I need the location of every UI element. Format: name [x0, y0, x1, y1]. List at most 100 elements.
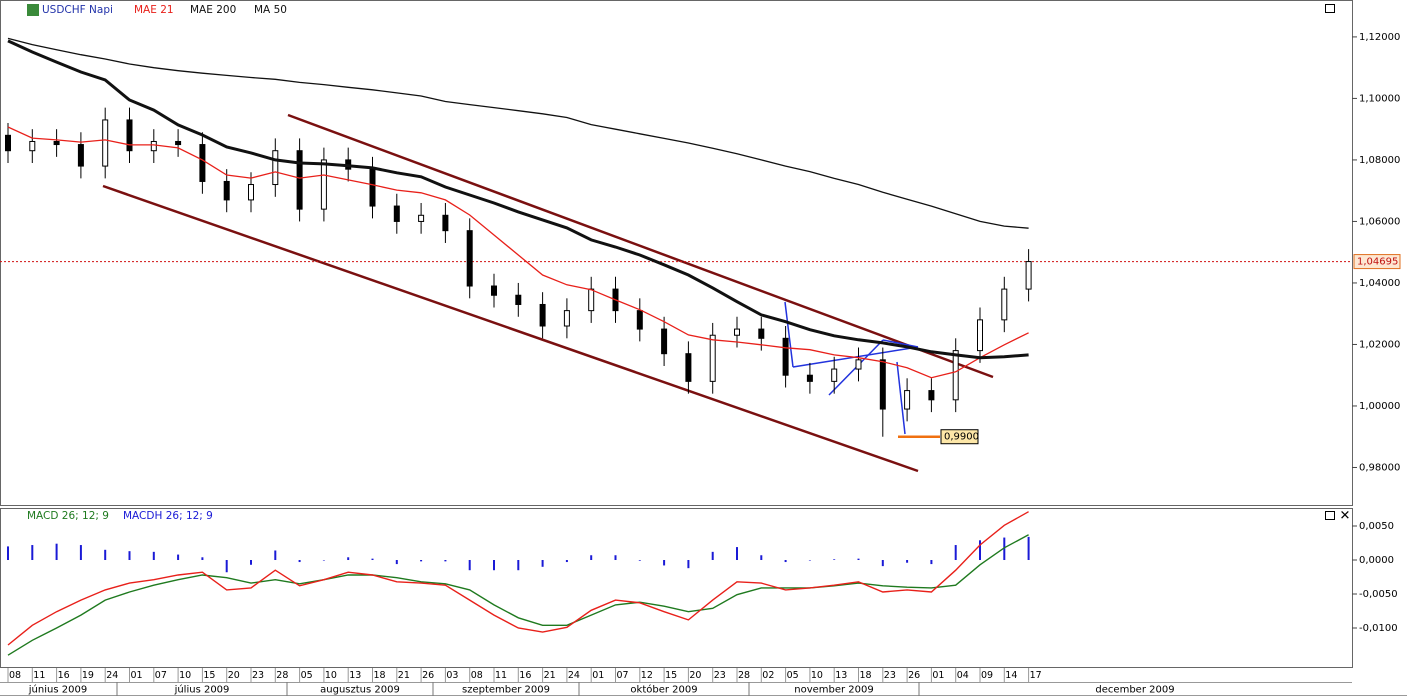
x-tick-label: 10 — [179, 670, 191, 681]
macd-layer: 0,0050 0,0000 -0,0050 -0,0100 08 11 16 19 24 01 07… — [7, 511, 1398, 682]
candle-body — [855, 359, 862, 370]
histogram-bar — [468, 560, 471, 571]
candle-body — [709, 334, 716, 382]
x-tick-label: 02 — [762, 670, 774, 681]
legend: USDCHF Napi MAE 21 MAE 200 MA 50 MACD 26… — [27, 4, 1350, 524]
x-tick-label: 08 — [471, 670, 483, 681]
candle-body — [296, 150, 303, 210]
histogram-bar — [347, 557, 350, 561]
candle-body — [952, 350, 959, 401]
x-tick-label: 11 — [495, 670, 507, 681]
x-tick-label: 01 — [131, 670, 143, 681]
histogram-bar — [663, 560, 666, 566]
x-tick-label: 14 — [1005, 670, 1017, 681]
histogram-bar — [322, 560, 325, 561]
y-tick-label: -0,0050 — [1359, 589, 1398, 600]
histogram-bar — [833, 559, 836, 561]
histogram-bar — [371, 558, 374, 561]
x-tick-label: 26 — [908, 670, 920, 681]
histogram-bar — [104, 549, 107, 561]
candle-body — [53, 140, 60, 146]
y-tick-label: -0,0100 — [1359, 623, 1398, 634]
candle-body — [685, 353, 692, 382]
symbol-icon — [27, 4, 39, 16]
series-line — [7, 511, 1029, 646]
candle-body — [175, 140, 182, 146]
legend-entry[interactable]: MACD 26; 12; 9 — [27, 510, 109, 522]
histogram-bar — [736, 547, 738, 561]
x-tick-label: 08 — [9, 670, 21, 681]
y-tick-label: 0,0000 — [1359, 555, 1394, 566]
x-tick-label: 03 — [446, 670, 458, 681]
x-tick-label: 15 — [203, 670, 215, 681]
legend-entry[interactable]: MACDH 26; 12; 9 — [123, 510, 213, 522]
candle-body — [77, 144, 84, 167]
month-separators — [116, 682, 920, 696]
histogram-bar — [55, 543, 58, 561]
histogram-bar — [565, 560, 568, 563]
histogram-bar — [541, 560, 544, 567]
x-tick-label: 28 — [276, 670, 288, 681]
histogram-bar — [638, 560, 641, 561]
x-tick-label: 13 — [835, 670, 847, 681]
y-tick-label: 1,04000 — [1359, 278, 1400, 289]
candle-body — [977, 319, 983, 352]
y-tick-label: 1,12000 — [1359, 32, 1400, 43]
x-tick-label: 07 — [155, 670, 167, 681]
candle-body — [418, 214, 425, 222]
histogram-bar — [954, 545, 957, 561]
candle-body — [150, 140, 157, 152]
x-tick-label: 20 — [689, 670, 701, 681]
y-tick-label: 0,0050 — [1359, 521, 1394, 532]
y-tick-label: 1,06000 — [1359, 216, 1400, 227]
series-line — [7, 39, 1029, 360]
candle-body — [320, 159, 327, 210]
price-panel — [0, 0, 1353, 506]
month-label: július 2009 — [174, 684, 230, 696]
candle-body — [126, 119, 133, 152]
x-tick-label: 23 — [252, 670, 264, 681]
x-tick-label: 04 — [957, 670, 969, 681]
y-tick-label: 1,08000 — [1359, 155, 1400, 166]
histogram-bar — [517, 560, 520, 571]
legend-entry[interactable]: MA 50 — [254, 4, 287, 16]
legend-symbol[interactable]: USDCHF Napi — [42, 4, 113, 16]
histogram-bar — [760, 555, 763, 561]
pattern-line — [896, 361, 906, 435]
x-tick-label: 12 — [641, 670, 653, 681]
maximize-button[interactable] — [1325, 4, 1335, 13]
histogram-bar — [79, 545, 82, 561]
maximize-button[interactable] — [1325, 511, 1335, 520]
histogram-bar — [250, 560, 252, 565]
histogram-bar — [808, 560, 811, 561]
y-tick-label: 1,02000 — [1359, 339, 1400, 350]
candle-body — [491, 285, 497, 296]
month-label: október 2009 — [630, 684, 697, 696]
legend-entry[interactable]: MAE 21 — [134, 4, 174, 16]
y-tick-label: 1,00000 — [1359, 401, 1400, 412]
x-tick-label: 20 — [228, 670, 240, 681]
close-button[interactable]: ✕ — [1340, 509, 1351, 524]
histogram-bar — [881, 560, 884, 567]
candle-body — [636, 310, 643, 330]
legend-entry[interactable]: MAE 200 — [190, 4, 236, 16]
candle-body — [442, 214, 449, 232]
x-tick-label: 15 — [665, 670, 677, 681]
x-tick-label: 13 — [349, 670, 361, 681]
low-mark-box — [940, 429, 979, 445]
candle-body — [466, 230, 473, 287]
x-tick-label: 24 — [568, 670, 580, 681]
candle-body — [272, 150, 279, 186]
candle-body — [1001, 288, 1008, 321]
histogram-bar — [274, 550, 277, 561]
candle-body — [102, 119, 109, 167]
histogram-bar — [979, 540, 981, 561]
candle-body — [758, 328, 765, 339]
series-line — [7, 126, 1029, 379]
candle-body — [393, 205, 400, 222]
histogram-bar — [493, 560, 495, 571]
last-price-label: 1,04695 — [1357, 257, 1398, 268]
x-tick-label: 01 — [592, 670, 604, 681]
